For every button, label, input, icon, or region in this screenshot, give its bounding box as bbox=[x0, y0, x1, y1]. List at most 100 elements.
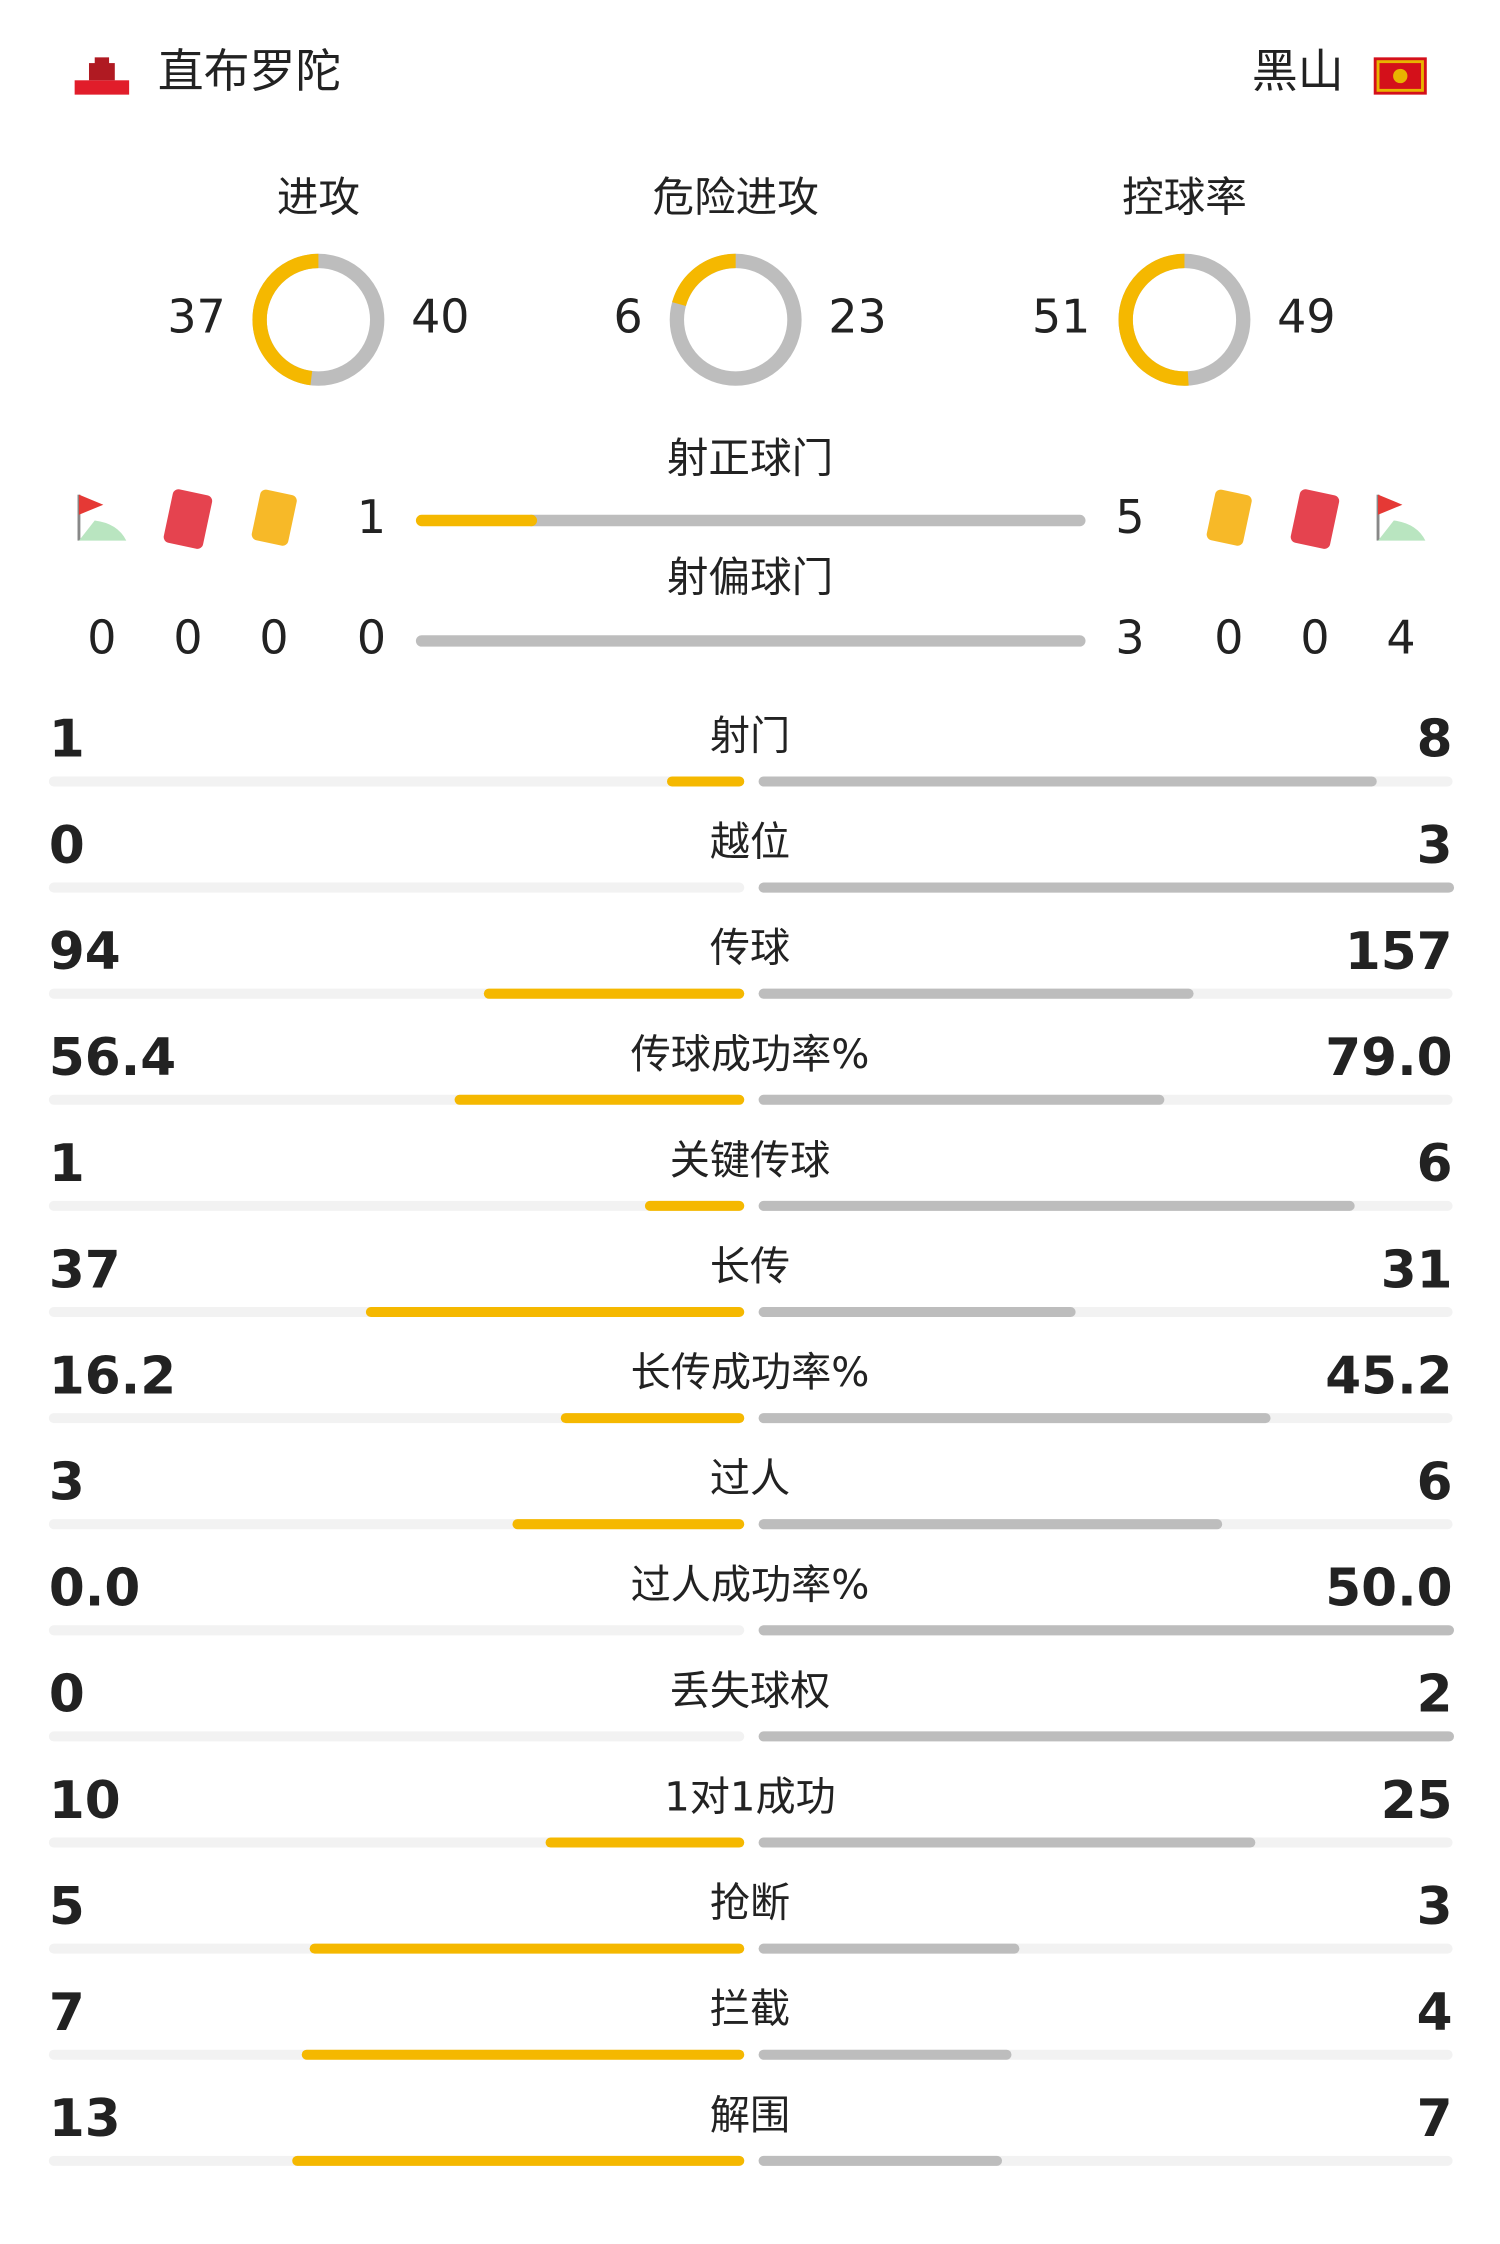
stat-label: 射门 bbox=[710, 713, 790, 759]
away-value: 31 bbox=[1381, 1240, 1453, 1300]
away-value: 45.2 bbox=[1325, 1346, 1452, 1406]
discipline-value: 0 bbox=[259, 610, 288, 664]
home-value: 0 bbox=[49, 816, 85, 876]
away-bar bbox=[758, 1519, 1223, 1530]
home-value: 13 bbox=[49, 2089, 121, 2149]
donut-label: 控球率 bbox=[1122, 173, 1247, 222]
shots-label: 射正球门 bbox=[667, 434, 833, 483]
bar-track bbox=[48, 1625, 745, 1636]
discipline-value: 0 bbox=[87, 610, 116, 664]
away-value: 3 bbox=[1115, 610, 1144, 664]
home-value: 1 bbox=[49, 1134, 85, 1194]
donut-label: 危险进攻 bbox=[653, 173, 819, 222]
home-value: 0.0 bbox=[49, 1559, 140, 1619]
corner-icon bbox=[77, 494, 127, 541]
home-value: 56.4 bbox=[49, 1028, 176, 1088]
home-bar bbox=[301, 2049, 745, 2060]
stat-label: 关键传球 bbox=[670, 1138, 831, 1184]
bar-track bbox=[48, 1200, 745, 1211]
discipline-value: 4 bbox=[1386, 610, 1415, 664]
donut-label: 进攻 bbox=[277, 173, 360, 222]
stat-label: 越位 bbox=[710, 820, 790, 866]
away-bar bbox=[758, 1625, 1455, 1636]
home-value: 5 bbox=[49, 1877, 85, 1937]
away-value: 6 bbox=[1417, 1134, 1453, 1194]
stat-label: 抢断 bbox=[710, 1881, 790, 1927]
away-bar bbox=[758, 1306, 1076, 1318]
stat-label: 拦截 bbox=[710, 1987, 790, 2033]
home-bar bbox=[454, 1094, 745, 1105]
home-bar bbox=[483, 988, 745, 999]
stat-label: 丢失球权 bbox=[670, 1668, 831, 1714]
corner-icon bbox=[1376, 494, 1426, 541]
home-value: 51 bbox=[1032, 289, 1090, 343]
stat-label: 解围 bbox=[710, 2093, 790, 2139]
away-value: 23 bbox=[828, 289, 886, 343]
away-value: 50.0 bbox=[1325, 1559, 1452, 1619]
home-value: 1 bbox=[357, 490, 386, 544]
away-value: 25 bbox=[1381, 1771, 1453, 1831]
away-flag bbox=[1373, 57, 1427, 95]
away-bar bbox=[758, 988, 1194, 999]
discipline-value: 0 bbox=[173, 610, 202, 664]
home-value: 6 bbox=[614, 289, 643, 343]
away-bar bbox=[758, 2049, 1012, 2060]
home-value: 3 bbox=[49, 1452, 85, 1512]
away-value: 79.0 bbox=[1325, 1028, 1452, 1088]
away-value: 40 bbox=[411, 289, 469, 343]
away-value: 3 bbox=[1417, 816, 1453, 876]
home-value: 1 bbox=[49, 710, 85, 770]
shots-label: 射偏球门 bbox=[667, 553, 833, 602]
home-bar bbox=[292, 2155, 745, 2166]
home-bar bbox=[512, 1519, 745, 1530]
home-value: 0 bbox=[357, 610, 386, 664]
away-value: 49 bbox=[1277, 289, 1335, 343]
away-bar bbox=[758, 1413, 1271, 1424]
stat-label: 长传 bbox=[710, 1244, 790, 1290]
red-card-icon bbox=[1290, 489, 1340, 549]
red-card-icon bbox=[163, 489, 213, 549]
away-bar bbox=[758, 1200, 1355, 1211]
stat-label: 传球成功率% bbox=[631, 1032, 870, 1078]
away-value: 5 bbox=[1115, 490, 1144, 544]
stat-label: 1对1成功 bbox=[664, 1775, 835, 1821]
home-value: 16.2 bbox=[49, 1346, 176, 1406]
stat-label: 长传成功率% bbox=[631, 1350, 870, 1396]
away-value: 2 bbox=[1417, 1665, 1453, 1725]
home-value: 37 bbox=[167, 289, 225, 343]
stat-label: 过人 bbox=[710, 1456, 790, 1502]
yellow-card-icon bbox=[251, 489, 297, 546]
home-arc bbox=[669, 253, 802, 386]
away-value: 6 bbox=[1417, 1452, 1453, 1512]
home-bar bbox=[365, 1306, 745, 1318]
away-bar bbox=[758, 776, 1377, 787]
bar-track bbox=[48, 1731, 745, 1742]
away-bar bbox=[758, 882, 1455, 893]
away-bar bbox=[758, 2155, 1003, 2166]
home-bar bbox=[666, 776, 745, 787]
yellow-card-icon bbox=[1206, 489, 1252, 546]
home-value: 37 bbox=[49, 1240, 121, 1300]
home-bar bbox=[545, 1837, 745, 1848]
away-value: 4 bbox=[1417, 1983, 1453, 2043]
away-bar bbox=[758, 1837, 1256, 1848]
away-value: 7 bbox=[1417, 2089, 1453, 2149]
home-value: 7 bbox=[49, 1983, 85, 2043]
home-value: 10 bbox=[49, 1771, 121, 1831]
away-value: 157 bbox=[1345, 922, 1453, 982]
away-bar bbox=[758, 1943, 1020, 1954]
away-value: 3 bbox=[1417, 1877, 1453, 1937]
home-arc bbox=[1118, 253, 1251, 386]
bar-track bbox=[48, 776, 745, 787]
away-team: 黑山 bbox=[1252, 44, 1344, 98]
home-value: 0 bbox=[49, 1665, 85, 1725]
bar-track bbox=[48, 882, 745, 893]
home-value: 94 bbox=[49, 922, 121, 982]
discipline-value: 0 bbox=[1300, 610, 1329, 664]
home-bar bbox=[560, 1413, 745, 1424]
away-bar bbox=[758, 1731, 1455, 1742]
home-bar bbox=[644, 1200, 745, 1211]
stat-label: 传球 bbox=[710, 926, 790, 972]
home-flag bbox=[74, 57, 130, 95]
